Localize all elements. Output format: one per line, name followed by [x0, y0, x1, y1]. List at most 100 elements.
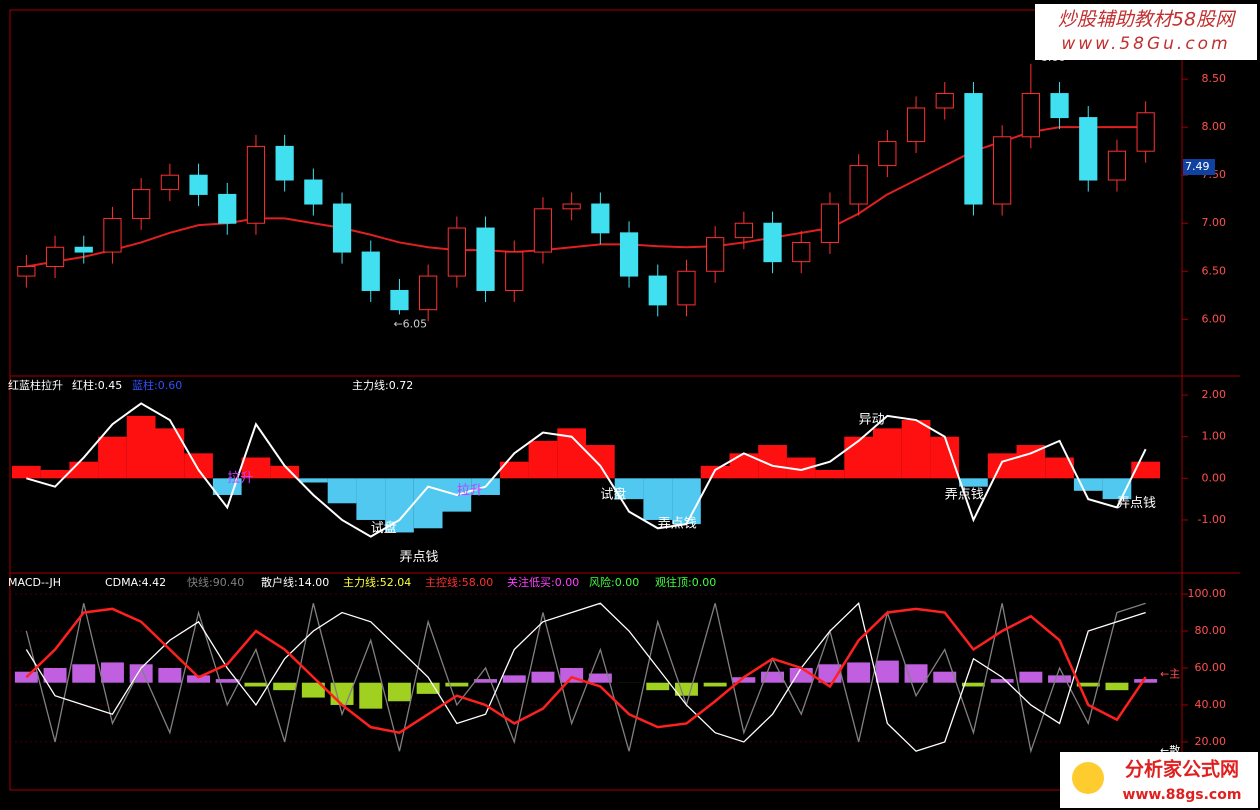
candle-body	[792, 241, 811, 263]
bar	[1045, 457, 1074, 479]
annotation: 试盘	[600, 486, 626, 502]
bar	[1016, 445, 1046, 479]
y-tick-label: 8.00	[1202, 120, 1227, 133]
bar	[930, 436, 960, 479]
bar	[445, 682, 469, 687]
bar	[1073, 478, 1103, 491]
bar	[12, 465, 41, 479]
bar	[847, 662, 871, 683]
annotation: 弄点钱	[399, 550, 438, 565]
bar	[187, 675, 211, 683]
candle-body	[849, 165, 868, 205]
bar	[844, 436, 873, 479]
candle-body	[562, 203, 581, 210]
bar	[43, 667, 67, 683]
bar	[1076, 682, 1100, 687]
footer-title: 分析家公式网	[1125, 758, 1239, 781]
watermark-box	[1035, 4, 1257, 60]
bar	[387, 682, 411, 702]
watermark-title: 炒股辅助教材58股网	[1058, 9, 1237, 31]
y-tick-label: 20.00	[1195, 735, 1227, 748]
bar	[672, 478, 701, 525]
candle-body	[160, 174, 179, 191]
annotation: 弄点钱	[945, 487, 984, 502]
bar	[901, 420, 931, 479]
y-tick-label: 100.00	[1188, 587, 1227, 600]
bar	[299, 478, 328, 483]
annotation: 弄点钱	[658, 517, 697, 532]
annotation: 试盘	[371, 520, 397, 536]
bar	[959, 478, 988, 487]
legend-entry: 主力线:0.72	[352, 378, 413, 392]
bar	[241, 457, 271, 479]
candle-body	[878, 141, 897, 167]
bar	[184, 453, 213, 479]
bar	[1048, 675, 1072, 683]
legend-entry: 蓝柱:0.60	[132, 378, 182, 392]
bar	[1134, 679, 1158, 683]
legend-entry: 观往顶:0.00	[655, 575, 716, 589]
bar	[499, 461, 529, 479]
bar	[359, 682, 383, 709]
candle-body	[1079, 117, 1098, 181]
bar	[356, 478, 386, 520]
candle-body	[132, 189, 151, 219]
bar	[301, 682, 325, 698]
price-tag-box	[1183, 159, 1215, 175]
series-line	[26, 402, 1147, 538]
candle-body	[419, 275, 438, 311]
candle-body	[964, 93, 983, 205]
watermark-url: www.58Gu.com	[1061, 34, 1230, 54]
bar	[416, 682, 440, 694]
panel-title: 红蓝柱拉升	[8, 378, 63, 392]
bar	[786, 457, 816, 479]
bar	[703, 682, 727, 687]
y-tick-label: -1.00	[1198, 513, 1226, 526]
candle-body	[1136, 112, 1155, 152]
candle-body	[1050, 93, 1069, 119]
bar	[586, 445, 615, 479]
candle-body	[1021, 93, 1040, 138]
annotation: 拉升	[227, 471, 253, 486]
candle-body	[304, 179, 323, 205]
footer-logo	[1072, 762, 1104, 794]
bar	[72, 664, 96, 683]
panel-title: MACD--JH	[8, 576, 61, 589]
candle-body	[1107, 150, 1127, 181]
series-line	[26, 126, 1146, 268]
candle-body	[332, 203, 352, 253]
candle-body	[246, 145, 266, 224]
bar	[588, 673, 612, 683]
legend-entry: 快线:90.40	[187, 575, 244, 589]
candle-body	[218, 193, 237, 224]
footer-url: www.88gs.com	[1123, 787, 1242, 803]
candle-body	[906, 107, 926, 143]
candle-body	[591, 203, 610, 234]
price-tag: 7.49	[1185, 160, 1210, 173]
candle-body	[706, 237, 725, 272]
series-line	[25, 607, 1147, 735]
legend-entry: 关注低买:0.00	[507, 575, 579, 589]
y-tick-label: 80.00	[1195, 624, 1227, 637]
candle-body	[45, 246, 65, 267]
bar	[646, 682, 670, 691]
bar	[98, 436, 127, 479]
y-tick-label: 6.00	[1202, 312, 1227, 325]
candle-body	[447, 227, 466, 277]
bar	[273, 682, 297, 691]
candle-body	[361, 251, 380, 291]
annotation: ←6.05	[393, 317, 427, 330]
bar	[732, 677, 756, 683]
legend-entry: 红柱:0.45	[72, 378, 122, 392]
candle-body	[17, 265, 36, 277]
annotation: ←主	[1160, 668, 1180, 681]
bar	[215, 679, 239, 683]
candle-body	[734, 222, 753, 239]
series-line	[25, 602, 1146, 752]
y-tick-label: 6.50	[1202, 264, 1227, 277]
legend-entry: 主控线:58.00	[425, 575, 493, 589]
bar	[531, 671, 555, 683]
y-tick-label: 40.00	[1195, 698, 1227, 711]
